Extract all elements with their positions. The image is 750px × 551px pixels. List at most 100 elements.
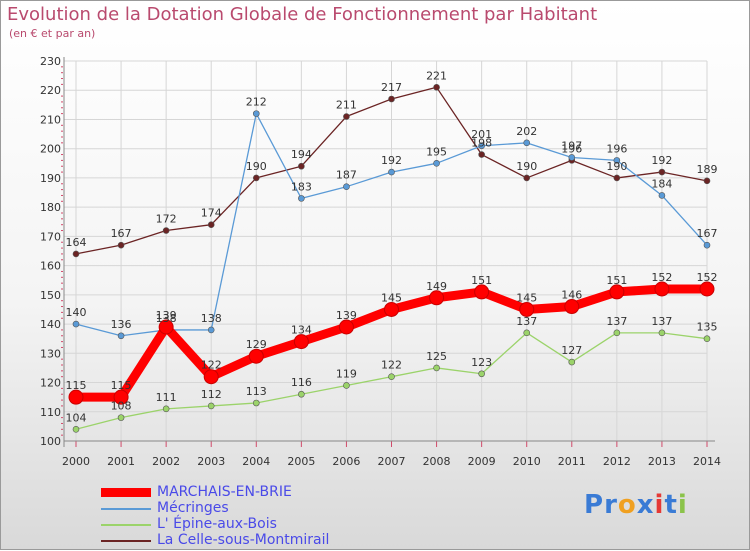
- data-label: 194: [291, 148, 312, 161]
- data-label: 116: [291, 376, 312, 389]
- data-label: 113: [246, 385, 267, 398]
- data-point: [293, 334, 309, 350]
- logo-letter: r: [604, 490, 618, 520]
- data-point: [703, 241, 711, 249]
- legend-label: MARCHAIS-EN-BRIE: [157, 484, 292, 500]
- y-tick-label: 150: [40, 289, 61, 302]
- data-point: [72, 320, 80, 328]
- data-point: [613, 174, 621, 182]
- data-label: 104: [66, 411, 87, 424]
- data-point: [252, 110, 260, 117]
- y-tick-label: 140: [40, 318, 61, 331]
- data-label: 138: [156, 312, 177, 325]
- data-label: 212: [246, 96, 267, 109]
- data-point: [207, 402, 215, 410]
- data-point: [523, 174, 531, 182]
- y-tick-label: 110: [40, 406, 61, 419]
- data-label: 137: [516, 315, 537, 328]
- data-label: 201: [471, 128, 492, 141]
- logo-letter: i: [654, 490, 665, 520]
- data-point: [207, 221, 215, 228]
- data-point: [298, 390, 305, 398]
- data-point: [117, 414, 125, 421]
- data-label: 146: [561, 289, 582, 302]
- data-point: [658, 192, 666, 199]
- data-point: [613, 329, 621, 337]
- y-tick-label: 160: [40, 260, 61, 273]
- data-point: [113, 389, 129, 405]
- data-point: [338, 319, 354, 335]
- x-tick-label: 2003: [197, 455, 225, 468]
- data-point: [658, 168, 666, 176]
- legend-label: L' Épine-aux-Bois: [157, 516, 277, 532]
- x-tick-label: 2010: [513, 455, 541, 468]
- data-point: [252, 174, 260, 182]
- x-tick-label: 2012: [603, 455, 631, 468]
- chart-subtitle: (en € et par an): [9, 27, 96, 40]
- data-point: [609, 284, 625, 300]
- data-label: 195: [426, 145, 447, 158]
- data-label: 167: [697, 227, 718, 240]
- data-point: [388, 168, 395, 176]
- data-point: [162, 405, 170, 413]
- data-point: [433, 160, 440, 167]
- data-label: 127: [561, 344, 582, 357]
- data-label: 198: [471, 137, 492, 150]
- data-label: 183: [291, 180, 312, 193]
- x-tick-label: 2011: [558, 455, 586, 468]
- logo-letter: x: [636, 490, 655, 520]
- data-label: 190: [516, 160, 537, 173]
- data-point: [478, 151, 485, 158]
- y-tick-label: 180: [40, 201, 61, 214]
- x-tick-label: 2005: [287, 455, 315, 468]
- data-label: 151: [606, 274, 627, 287]
- data-label: 164: [66, 236, 87, 249]
- legend-swatch: [101, 524, 151, 526]
- legend-swatch: [101, 508, 151, 510]
- data-point: [654, 281, 670, 297]
- data-label: 192: [381, 154, 402, 167]
- data-label: 152: [651, 271, 672, 284]
- y-tick-label: 190: [40, 172, 61, 185]
- data-label: 137: [651, 315, 672, 328]
- x-tick-label: 2001: [107, 455, 135, 468]
- data-label: 137: [606, 315, 627, 328]
- y-tick-label: 200: [40, 143, 61, 156]
- data-point: [568, 154, 576, 161]
- data-point: [474, 284, 490, 300]
- data-point: [478, 370, 485, 378]
- data-point: [703, 177, 711, 185]
- data-label: 115: [66, 379, 87, 392]
- data-label: 202: [516, 125, 537, 138]
- y-tick-label: 220: [40, 84, 61, 97]
- data-point: [699, 281, 715, 297]
- data-label: 145: [381, 291, 402, 304]
- legend-swatch: [101, 540, 151, 542]
- data-point: [343, 183, 350, 190]
- data-label: 196: [606, 142, 627, 155]
- data-point: [117, 332, 125, 340]
- x-tick-label: 2014: [693, 455, 721, 468]
- data-point: [478, 142, 485, 150]
- data-label: 129: [246, 338, 267, 351]
- data-point: [568, 358, 576, 366]
- data-label: 112: [201, 388, 222, 401]
- x-tick-label: 2013: [648, 455, 676, 468]
- data-point: [613, 157, 621, 164]
- data-label: 108: [111, 400, 132, 413]
- data-label: 122: [381, 359, 402, 372]
- data-point: [388, 95, 395, 103]
- x-tick-label: 2009: [468, 455, 496, 468]
- y-tick-label: 100: [40, 435, 61, 448]
- data-point: [72, 426, 80, 433]
- data-point: [252, 399, 260, 407]
- proxiti-logo: Proxiti: [584, 490, 688, 520]
- data-label: 122: [201, 359, 222, 372]
- data-point: [388, 373, 395, 380]
- data-label: 145: [516, 291, 537, 304]
- legend-label: La Celle-sous-Montmirail: [157, 532, 330, 548]
- y-tick-label: 210: [40, 113, 61, 126]
- data-point: [343, 113, 350, 120]
- y-tick-label: 230: [40, 55, 61, 68]
